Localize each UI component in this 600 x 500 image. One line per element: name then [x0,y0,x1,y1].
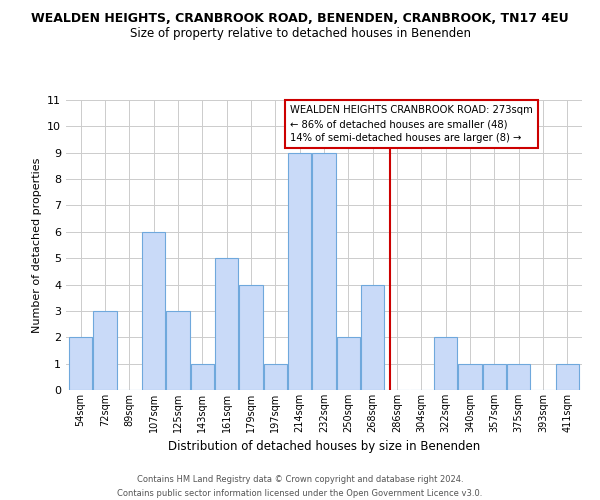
Bar [313,152,335,390]
Y-axis label: Number of detached properties: Number of detached properties [32,158,41,332]
Text: Contains HM Land Registry data © Crown copyright and database right 2024.
Contai: Contains HM Land Registry data © Crown c… [118,476,482,498]
Bar [166,311,190,390]
Text: WEALDEN HEIGHTS, CRANBROOK ROAD, BENENDEN, CRANBROOK, TN17 4EU: WEALDEN HEIGHTS, CRANBROOK ROAD, BENENDE… [31,12,569,26]
Bar [215,258,238,390]
Bar [69,338,92,390]
Bar [458,364,482,390]
Text: WEALDEN HEIGHTS CRANBROOK ROAD: 273sqm
← 86% of detached houses are smaller (48): WEALDEN HEIGHTS CRANBROOK ROAD: 273sqm ←… [290,106,533,144]
Bar [142,232,165,390]
Bar [191,364,214,390]
X-axis label: Distribution of detached houses by size in Benenden: Distribution of detached houses by size … [168,440,480,454]
Bar [483,364,506,390]
Bar [264,364,287,390]
Bar [94,311,116,390]
Bar [239,284,263,390]
Bar [556,364,579,390]
Bar [288,152,311,390]
Text: Size of property relative to detached houses in Benenden: Size of property relative to detached ho… [130,28,470,40]
Bar [507,364,530,390]
Bar [361,284,384,390]
Bar [337,338,360,390]
Bar [434,338,457,390]
